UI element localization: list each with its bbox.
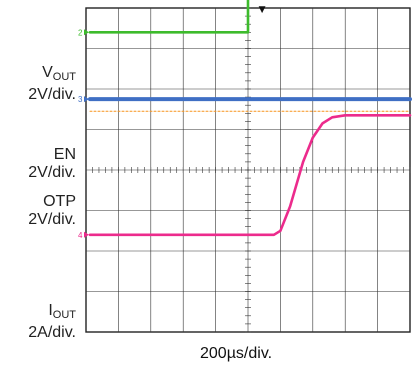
- channel-label-iout: IOUT 2A/div.: [6, 302, 76, 342]
- channel-marker-4: 4: [78, 231, 83, 240]
- vout-scale: 2V/div.: [28, 86, 76, 103]
- channel-marker-arrow: [84, 29, 89, 36]
- vout-label-main: V: [42, 64, 53, 81]
- en-label-main: EN: [53, 146, 76, 163]
- x-axis-label: 200µs/div.: [200, 345, 273, 362]
- en-trace: [88, 0, 250, 34]
- trigger-marker: ▼: [259, 5, 266, 15]
- channel-label-en: EN 2V/div.: [6, 146, 76, 182]
- iout-label-main: I: [48, 302, 53, 319]
- channel-label-vout: VOUT 2V/div.: [6, 64, 76, 104]
- vout-label-sub: OUT: [52, 71, 76, 83]
- channel-marker-arrow: [84, 96, 89, 103]
- en-scale: 2V/div.: [28, 164, 76, 181]
- iout-scale: 2A/div.: [28, 324, 76, 341]
- channel-marker-3: 3: [78, 95, 83, 104]
- iout-trace: [88, 114, 412, 237]
- channel-marker-2: 2: [78, 28, 83, 37]
- iout-label-sub: OUT: [52, 309, 76, 321]
- channel-label-otp: OTP 2V/div.: [6, 193, 76, 229]
- otp-scale: 2V/div.: [28, 211, 76, 228]
- otp-label-main: OTP: [43, 193, 76, 210]
- channel-marker-arrow: [84, 231, 89, 238]
